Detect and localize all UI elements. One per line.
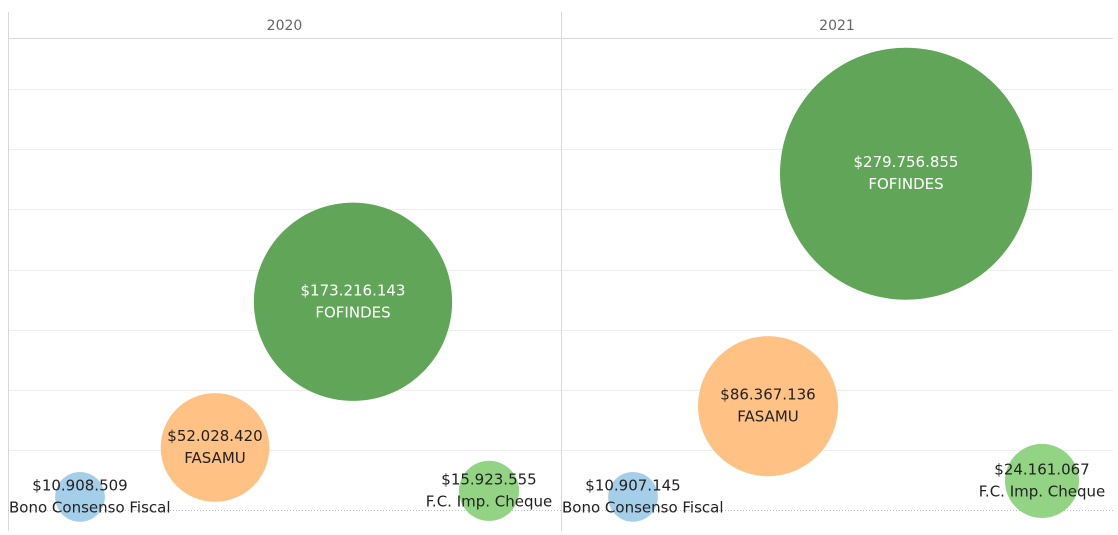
bubble bbox=[697, 336, 839, 477]
panel-title: 2020 bbox=[267, 18, 303, 34]
bubble bbox=[780, 47, 1032, 300]
value-label: $15.923.555 bbox=[441, 470, 536, 488]
bubble bbox=[253, 202, 453, 401]
bubble bbox=[608, 472, 658, 522]
bubble bbox=[458, 460, 520, 521]
value-label: $173.216.143 bbox=[301, 281, 406, 299]
bubble bbox=[55, 472, 105, 522]
bubble bbox=[1004, 443, 1080, 518]
category-label: Bono Consenso Fiscal bbox=[9, 498, 171, 516]
category-label: FASAMU bbox=[184, 449, 246, 467]
category-label: F.C. Imp. Cheque bbox=[979, 482, 1106, 500]
category-label: F.C. Imp. Cheque bbox=[426, 492, 553, 510]
value-label: $10.907.145 bbox=[585, 476, 680, 494]
bubble bbox=[160, 393, 270, 502]
category-label: Bono Consenso Fiscal bbox=[562, 498, 724, 516]
category-label: FOFINDES bbox=[315, 303, 390, 321]
panel-title: 2021 bbox=[819, 18, 855, 34]
value-label: $52.028.420 bbox=[167, 427, 262, 445]
value-label: $24.161.067 bbox=[994, 460, 1089, 478]
value-label: $279.756.855 bbox=[854, 153, 959, 171]
category-label: FASAMU bbox=[737, 408, 799, 426]
category-label: FOFINDES bbox=[868, 175, 943, 193]
value-label: $86.367.136 bbox=[720, 386, 815, 404]
value-label: $10.908.509 bbox=[32, 476, 127, 494]
